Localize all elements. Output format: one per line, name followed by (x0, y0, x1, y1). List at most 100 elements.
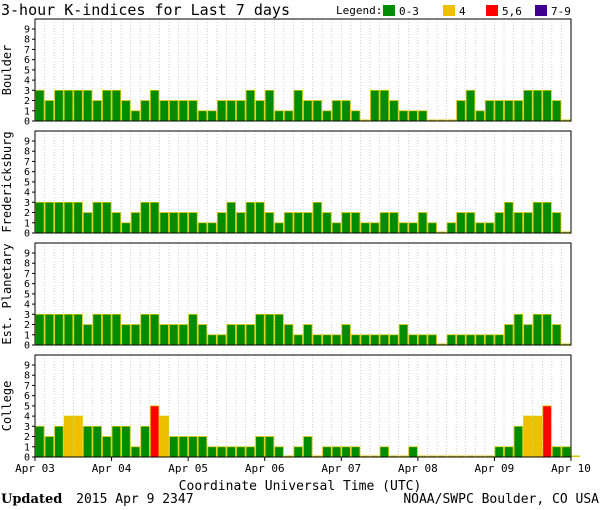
k-bar (54, 313, 64, 346)
k-bar (35, 425, 45, 458)
k-bar (475, 334, 485, 346)
legend: 0-3 4 5,6 7-9 (383, 5, 571, 18)
k-bar (216, 212, 227, 234)
y-tick-label: 0 (24, 341, 30, 352)
k-bar (293, 89, 303, 122)
k-bar (313, 455, 322, 457)
y-tick-label: 2 (24, 208, 30, 219)
k-bar (504, 201, 514, 234)
k-bar (551, 324, 562, 346)
k-bar (427, 222, 437, 234)
k-bar (63, 313, 74, 346)
panel-frame (34, 354, 572, 458)
k-bar (370, 222, 380, 234)
k-bar (350, 110, 361, 122)
k-bar (149, 405, 160, 458)
x-axis-label: Coordinate Universal Time (UTC) (179, 479, 422, 494)
y-tick-label: 0 (24, 229, 30, 240)
k-bar (293, 212, 303, 234)
k-bar (293, 334, 303, 346)
k-bar (283, 110, 294, 122)
k-bar (399, 455, 408, 457)
k-bar (322, 334, 332, 346)
k-bar (475, 222, 485, 234)
legend-swatch (383, 5, 395, 16)
k-bar (561, 231, 571, 233)
legend-entry: 7-9 (551, 5, 571, 18)
k-bar (92, 201, 102, 234)
y-tick-label: 7 (24, 45, 30, 56)
k-bar (312, 100, 323, 122)
k-bar (437, 455, 447, 457)
k-bar (188, 436, 198, 458)
chart-panels: 0123456789Boulder0123456789Fredericksbur… (0, 18, 581, 464)
y-tick-label: 3 (24, 422, 30, 433)
k-bar (226, 446, 236, 458)
k-bar (216, 100, 227, 122)
k-bar (54, 89, 64, 122)
panel-label: College (0, 381, 14, 432)
updated-label: Updated (1, 492, 62, 507)
y-tick-label: 9 (24, 361, 30, 372)
panel-label: Boulder (0, 45, 14, 96)
k-bar (92, 100, 102, 122)
k-bar (188, 212, 198, 234)
k-bar (379, 334, 390, 346)
k-bar (350, 212, 361, 234)
x-tick-label: Apr 06 (245, 462, 285, 475)
k-bar (523, 89, 533, 122)
k-bar (466, 455, 475, 457)
k-bar (54, 425, 64, 458)
panel-label: Est. Planetary (0, 243, 14, 344)
y-tick-label: 1 (24, 106, 30, 117)
k-bar (274, 313, 284, 346)
k-bar (73, 313, 83, 346)
k-bar (398, 324, 409, 346)
k-bar (456, 100, 466, 122)
k-bar (437, 343, 447, 345)
k-bar (331, 222, 342, 234)
k-bar (389, 212, 399, 234)
k-bar (207, 110, 217, 122)
k-bar (350, 446, 361, 458)
k-bar (207, 334, 217, 346)
legend-entry: 0-3 (399, 5, 419, 18)
k-bar (303, 324, 313, 346)
k-bar (207, 222, 217, 234)
legend-entry: 4 (459, 5, 466, 18)
k-bar (35, 89, 45, 122)
k-bar (73, 201, 83, 234)
k-bar (121, 222, 131, 234)
k-bar (475, 455, 485, 457)
updated-text: Updated 2015 Apr 9 2347 (1, 492, 194, 507)
y-tick-label: 5 (24, 177, 30, 188)
k-bar (274, 446, 284, 458)
k-bar (485, 455, 494, 457)
panel-frame (34, 242, 572, 346)
x-tick-label: Apr 04 (92, 462, 132, 475)
x-tick-label: Apr 09 (475, 462, 515, 475)
k-bar (417, 212, 428, 234)
k-bar (169, 436, 179, 458)
k-bar (504, 446, 514, 458)
k-bar (437, 231, 447, 233)
k-bar (140, 313, 150, 346)
y-tick-label: 9 (24, 249, 30, 260)
k-bar (293, 446, 303, 458)
k-bar (226, 201, 236, 234)
k-bar (197, 222, 208, 234)
y-tick-label: 4 (24, 188, 30, 199)
k-bar (447, 119, 456, 121)
k-bar (322, 446, 332, 458)
panel-frame (34, 130, 572, 234)
k-bar (542, 201, 552, 234)
k-bar (140, 100, 150, 122)
k-bar (303, 436, 313, 458)
k-bar (456, 334, 466, 346)
k-bar (92, 425, 102, 458)
x-tick-label: Apr 08 (398, 462, 438, 475)
y-tick-label: 1 (24, 218, 30, 229)
k-bar (255, 100, 265, 122)
k-bar (63, 89, 74, 122)
k-bar (73, 89, 83, 122)
